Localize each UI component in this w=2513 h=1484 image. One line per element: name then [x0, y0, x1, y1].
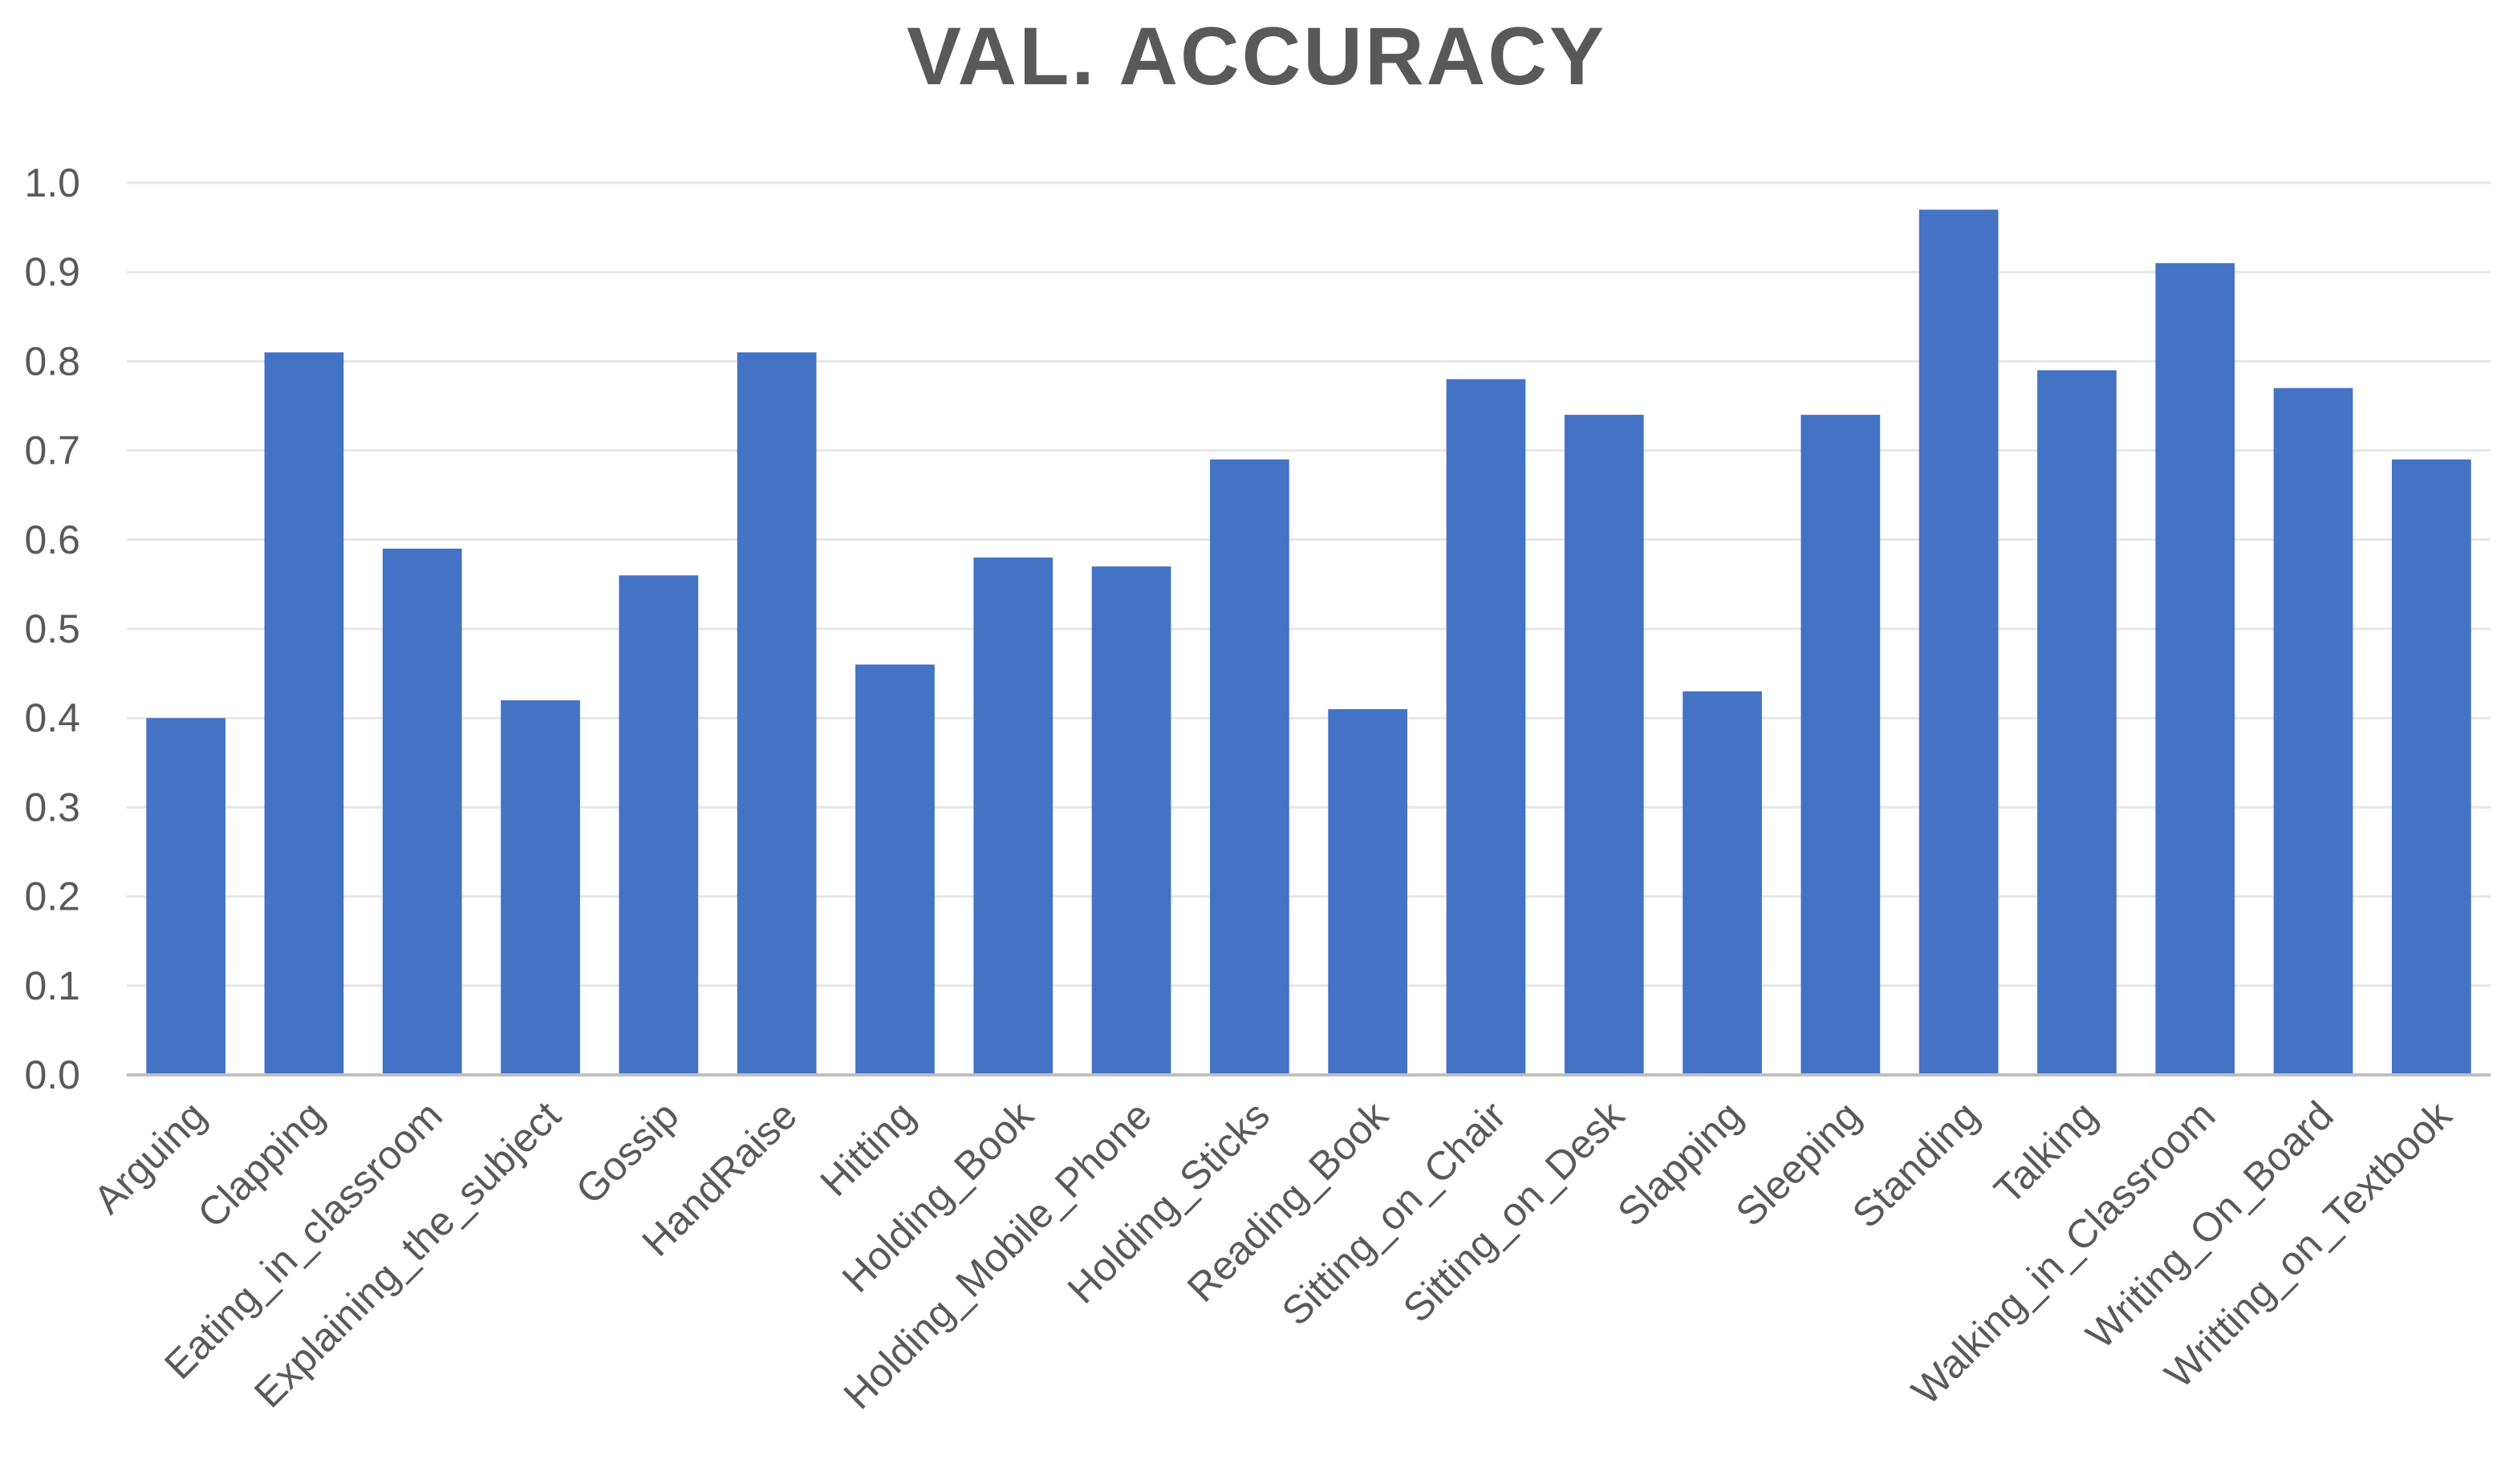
x-tick-label: Sitting_on_Desk: [1395, 1092, 1634, 1331]
x-tick-label: Sleeping: [1727, 1093, 1869, 1235]
bar-writting-on-textbook: [2392, 459, 2471, 1075]
bar-slapping: [1683, 691, 1762, 1075]
bar-holding-sticks: [1210, 459, 1289, 1075]
y-tick-label: 0.9: [24, 249, 80, 294]
bar-clapping: [264, 352, 344, 1075]
y-tick-label: 1.0: [24, 160, 80, 205]
bar-sitting-on-chair: [1446, 379, 1526, 1075]
bars: [146, 209, 2471, 1076]
bar-hitting: [855, 664, 935, 1075]
y-tick-label: 0.3: [24, 785, 80, 829]
chart-title: VAL. ACCURACY: [907, 10, 1606, 102]
bar-reading-book: [1328, 709, 1407, 1075]
bar-standing: [1918, 209, 1999, 1075]
bar-holding-book: [973, 558, 1054, 1075]
y-tick-label: 0.6: [24, 517, 80, 562]
y-tick-label: 0.2: [24, 874, 80, 919]
bar-handraise: [737, 352, 817, 1075]
bar-holding-mobile-phone: [1091, 566, 1171, 1075]
x-tick-label: Sitting_on_Chair: [1273, 1093, 1515, 1334]
x-tick-label: Slapping: [1609, 1093, 1751, 1235]
bar-writing-on-board: [2273, 387, 2353, 1075]
bar-gossip: [619, 575, 699, 1075]
bar-eating-in-classroom: [382, 548, 462, 1075]
y-tick-label: 0.1: [24, 963, 80, 1008]
x-tick-label: Hitting: [811, 1093, 924, 1205]
gridlines: [127, 181, 2491, 987]
x-axis-tick-labels: ArguingClappingEating_in_classroomExplai…: [85, 1092, 2461, 1417]
bar-sleeping: [1801, 415, 1881, 1075]
bar-arguing: [146, 718, 225, 1075]
bar-explaining-the-subject: [501, 699, 580, 1075]
x-tick-label: Reading_Book: [1179, 1092, 1397, 1310]
y-tick-label: 0.0: [24, 1052, 80, 1097]
x-tick-label: Holding_Sticks: [1059, 1093, 1278, 1312]
y-tick-label: 0.8: [24, 339, 80, 383]
y-tick-label: 0.7: [24, 428, 80, 473]
y-tick-label: 0.4: [24, 695, 80, 740]
y-tick-label: 0.5: [24, 606, 80, 651]
x-tick-label: Gossip: [567, 1093, 688, 1213]
x-tick-label: Standing: [1844, 1093, 1987, 1236]
x-tick-label: Talking: [1986, 1093, 2106, 1213]
bar-walking-in-classroom: [2155, 263, 2235, 1076]
bar-talking: [2037, 370, 2117, 1075]
y-axis-tick-labels: 0.0 0.1 0.2 0.3 0.4 0.5 0.6 0.7 0.8 0.9 1.0: [24, 160, 80, 1097]
bar-sitting-on-desk: [1564, 415, 1644, 1075]
